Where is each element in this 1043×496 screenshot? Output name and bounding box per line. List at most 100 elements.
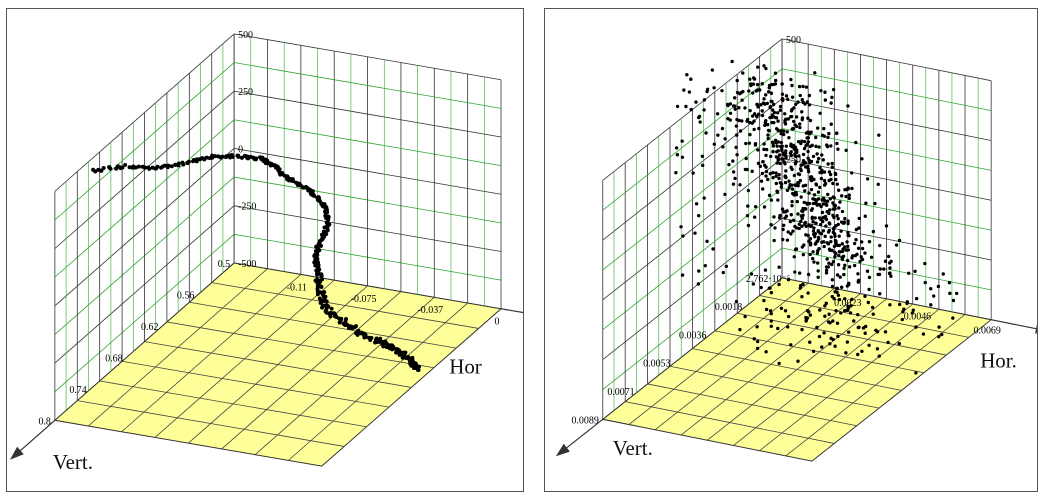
cloud-point: [791, 119, 796, 124]
cloud-point: [796, 139, 801, 144]
cloud-point: [792, 173, 797, 178]
trajectory-point: [230, 154, 235, 159]
cloud-point: [838, 200, 842, 204]
cloud-point: [801, 100, 805, 105]
cloud-point: [830, 278, 835, 282]
cloud-point: [857, 226, 861, 230]
cloud-point: [900, 317, 905, 322]
trajectory-point: [345, 322, 350, 327]
left-wall-horizontal-line: [602, 158, 783, 301]
cloud-point: [832, 207, 837, 211]
cloud-point: [780, 147, 784, 151]
cloud-point: [793, 154, 798, 158]
cloud-point: [802, 146, 807, 151]
cloud-point: [782, 160, 786, 164]
cloud-point: [850, 186, 854, 191]
cloud-point: [829, 144, 833, 148]
cloud-point: [795, 199, 799, 204]
cloud-point: [823, 214, 828, 219]
cloud-point: [808, 241, 813, 245]
cloud-point: [808, 340, 812, 344]
trajectory-point: [337, 316, 342, 321]
cloud-point: [852, 263, 857, 268]
cloud-point: [743, 167, 748, 172]
cloud-point: [815, 251, 820, 255]
cloud-point: [863, 251, 867, 255]
cloud-point: [921, 332, 926, 336]
cloud-point: [816, 249, 820, 253]
cloud-point: [806, 233, 810, 238]
cloud-point: [775, 111, 780, 115]
cloud-point: [802, 159, 806, 164]
cloud-point: [740, 119, 744, 123]
cloud-point: [807, 93, 812, 98]
cloud-point: [882, 267, 886, 271]
cloud-point: [773, 226, 777, 230]
cloud-point: [752, 119, 756, 123]
cloud-point: [771, 171, 775, 175]
cloud-point: [764, 169, 769, 174]
cloud-point: [867, 275, 872, 280]
cloud-point: [814, 201, 818, 206]
vert-tick-label: 0.0053: [643, 359, 670, 370]
trajectory-point: [319, 273, 324, 278]
cloud-point: [820, 210, 825, 215]
cloud-point: [789, 213, 793, 217]
cloud-point: [748, 77, 752, 81]
z-tick-label: -500: [238, 259, 256, 270]
cloud-point: [786, 314, 791, 319]
cloud-point: [809, 159, 814, 164]
cloud-point: [768, 104, 773, 109]
cloud-point: [788, 183, 792, 187]
trajectory-point: [312, 260, 317, 265]
cloud-point: [803, 207, 808, 211]
cloud-point: [863, 214, 867, 218]
cloud-point: [765, 147, 769, 152]
trajectory-point: [363, 334, 368, 339]
cloud-point: [783, 180, 788, 185]
cloud-point: [853, 253, 858, 258]
cloud-point: [771, 102, 776, 107]
cloud-point: [760, 171, 765, 176]
cloud-point: [830, 262, 834, 267]
cloud-point: [796, 212, 800, 216]
cloud-point: [769, 91, 774, 95]
cloud-point: [793, 183, 797, 187]
cloud-point: [784, 149, 788, 153]
cloud-point: [809, 187, 814, 192]
cloud-point: [910, 311, 914, 315]
cloud-point: [831, 181, 835, 186]
trajectory-point: [147, 166, 152, 171]
vert-tick-label: 0.68: [105, 353, 122, 364]
trajectory-point: [329, 306, 334, 311]
trajectory-point: [204, 155, 209, 160]
cloud-point: [720, 126, 725, 131]
cloud-point: [721, 270, 725, 275]
axis-arrows: [555, 319, 1037, 457]
cloud-point: [815, 198, 819, 202]
cloud-point: [754, 89, 759, 93]
cloud-point: [826, 192, 830, 197]
right-wall-horizontal-line: [234, 148, 502, 195]
cloud-point: [761, 187, 765, 191]
right-wall-horizontal-line: [781, 98, 992, 141]
cloud-point: [816, 239, 820, 243]
cloud-point: [705, 87, 710, 92]
cloud-point: [762, 142, 766, 146]
cloud-point: [815, 160, 820, 164]
cloud-point: [735, 153, 739, 157]
cloud-point: [731, 170, 736, 174]
cloud-point: [878, 243, 882, 248]
cloud-point: [799, 195, 803, 199]
cloud-point: [835, 182, 840, 186]
cloud-point: [929, 303, 933, 307]
left-wall-horizontal-line: [54, 33, 235, 192]
cloud-point: [702, 108, 706, 112]
cloud-point: [805, 201, 809, 205]
cloud-point: [777, 176, 781, 181]
cloud-point: [816, 269, 820, 273]
floor-grid-line: [221, 291, 402, 450]
cloud-point: [762, 205, 767, 209]
cloud-point: [680, 155, 685, 159]
cloud-point: [814, 144, 818, 149]
